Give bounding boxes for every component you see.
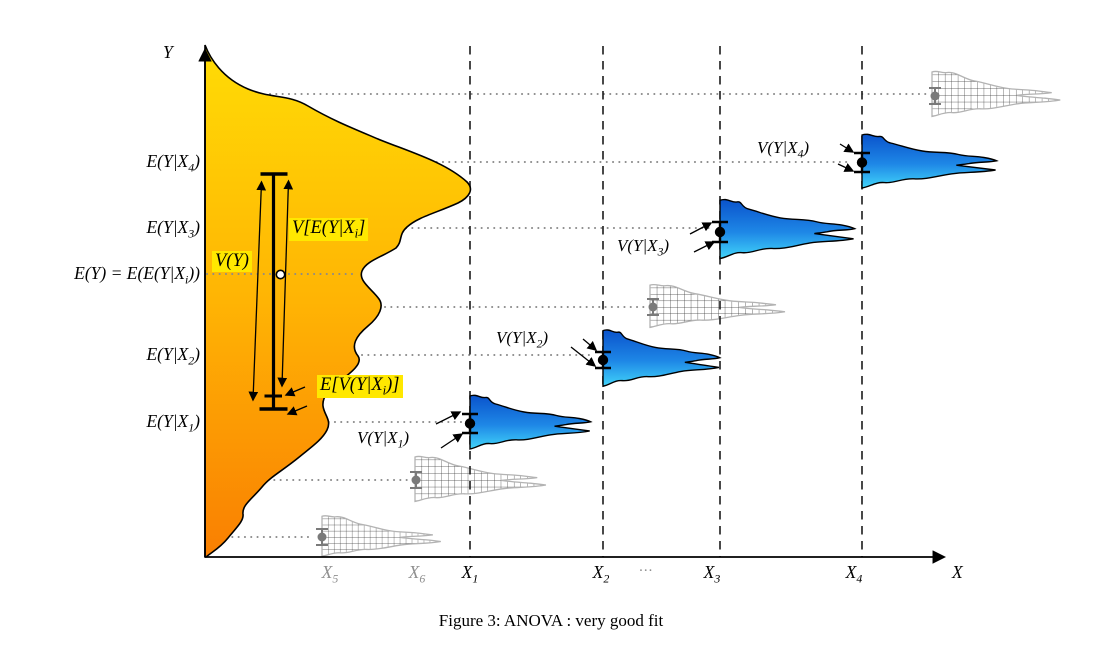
arrow-explained-variance [277,179,294,388]
label-residual-variance: E[V(Y|Xi)] [317,375,403,399]
annotation-arrows [248,143,855,449]
arrow-v1-upper [435,411,462,425]
conditional-dist-x1 [469,394,592,450]
conditional-dist-x2 [602,329,721,388]
expected-value-circle [275,269,286,280]
mean-dot-x1 [464,418,476,429]
mean-dot-x4 [856,157,868,168]
hatched-mean-dot-mid [648,302,658,312]
arrow-v3-lower [693,241,716,253]
tick-x2: X2 [592,562,610,586]
dashed-guides [469,46,863,557]
label-v2: V(Y|X2) [496,328,549,351]
mean-dot-x2 [597,354,609,366]
tick-x1: X1 [461,562,479,586]
label-v4: V(Y|X4) [757,138,810,161]
hatched-distributions [316,70,1061,557]
hatched-dist-top [931,70,1061,118]
dotted-guides [225,93,929,538]
hatched-mean-dot-x5 [317,532,327,542]
arrow-v2-upper [582,338,598,351]
x-axis-label: X [952,562,963,582]
label-eyx1: E(Y|X1) [146,411,200,435]
label-v3: V(Y|X3) [617,236,670,259]
label-ey: E(Y) = E(E(Y|Xi)) [74,263,200,287]
conditional-dist-x3 [719,198,856,260]
hatched-dist-mid [649,283,786,329]
label-explained-variance: V[E(Y|Xi] [289,218,369,242]
arrow-residual-lower [286,405,308,416]
arrow-v3-upper [689,222,713,235]
figure-caption: Figure 3: ANOVA : very good fit [438,611,664,630]
arrow-v2-lower [570,346,597,367]
label-eyx3: E(Y|X3) [146,217,200,241]
conditional-mean-markers [462,151,870,435]
tick-ellipsis: ··· [638,563,654,579]
label-eyx2: E(Y|X2) [146,344,200,368]
hatched-dist-x6 [414,455,547,503]
label-v1: V(Y|X1) [357,428,410,451]
arrow-residual-upper [284,386,306,397]
tick-x4: X4 [845,562,863,586]
conditional-distributions [469,133,998,450]
arrow-total-variance [248,180,267,402]
label-total-variance: V(Y) [212,251,252,273]
tick-x3: X3 [703,562,721,586]
arrow-v4-lower [837,163,855,172]
y-axis-label: Y [163,42,173,62]
conditional-dist-x4 [861,133,998,189]
tick-x6: X6 [408,562,426,586]
arrow-v4-upper [839,143,855,153]
hatched-mean-dot-top [930,91,940,101]
arrow-v1-lower [440,433,464,449]
mean-dot-x3 [714,226,726,238]
label-eyx4: E(Y|X4) [146,151,200,175]
hatched-dist-x5 [321,515,442,557]
hatched-mean-dot-x6 [411,475,421,485]
axes [198,47,947,564]
tick-x5: X5 [321,562,339,586]
